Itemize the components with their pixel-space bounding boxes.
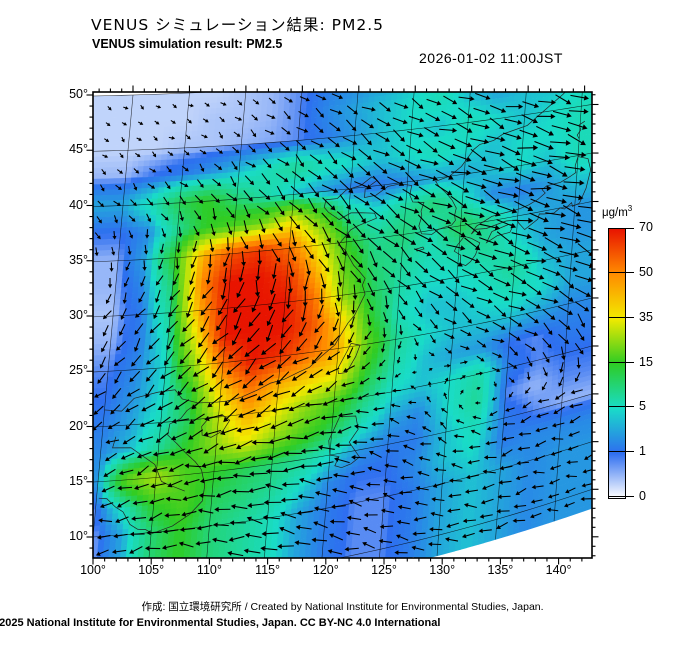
colorbar-tick-label: 15 xyxy=(639,354,653,369)
lat-tick-label: 25° xyxy=(69,363,88,378)
colorbar-unit-label: μg/m3 xyxy=(602,204,633,219)
colorbar-tick-label: 35 xyxy=(639,309,653,324)
lon-tick-label: 105° xyxy=(138,563,165,577)
lon-tick-label: 115° xyxy=(255,563,281,577)
colorbar-tick-label: 1 xyxy=(639,444,646,459)
lat-tick-label: 45° xyxy=(69,142,88,157)
simulation-timestamp: 2026-01-02 11:00JST xyxy=(419,50,563,66)
lon-tick-label: 140° xyxy=(545,563,572,577)
lat-tick-label: 15° xyxy=(69,473,88,488)
colorbar-tick-label: 0 xyxy=(639,489,646,503)
colorbar-tick-line xyxy=(608,451,634,452)
lat-tick-label: 35° xyxy=(69,252,88,267)
lon-tick-label: 125° xyxy=(371,563,397,577)
colorbar-gradient xyxy=(608,228,626,499)
lon-tick-label: 110° xyxy=(196,563,222,577)
colorbar-tick-line xyxy=(608,317,634,318)
lat-tick-label: 50° xyxy=(69,87,88,101)
page-title-japanese: VENUS シミュレーション結果: PM2.5 xyxy=(91,16,385,34)
lat-tick-label: 40° xyxy=(69,197,88,212)
colorbar-tick-line xyxy=(608,496,634,497)
lon-tick-label: 135° xyxy=(487,563,514,577)
colorbar-tick-line xyxy=(608,406,634,407)
colorbar-tick-label: 50 xyxy=(639,264,653,279)
lon-tick-label: 120° xyxy=(312,563,339,577)
lon-tick-label: 100° xyxy=(80,563,106,577)
footer-copyright: ©2025 National Institute for Environment… xyxy=(0,617,441,629)
footer-credit: 作成: 国立環境研究所 / Created by National Instit… xyxy=(141,601,544,613)
colorbar-tick-line xyxy=(608,362,634,363)
page-title-english: VENUS simulation result: PM2.5 xyxy=(92,37,283,51)
lat-tick-label: 30° xyxy=(69,308,88,322)
colorbar-tick-line xyxy=(608,272,634,273)
lat-tick-label: 20° xyxy=(69,418,88,433)
colorbar-tick-label: 70 xyxy=(639,220,653,234)
lon-tick-label: 130° xyxy=(429,563,456,577)
colorbar-tick-line xyxy=(608,228,634,229)
colorbar-tick-label: 5 xyxy=(639,399,646,414)
lat-tick-label: 10° xyxy=(69,529,88,543)
